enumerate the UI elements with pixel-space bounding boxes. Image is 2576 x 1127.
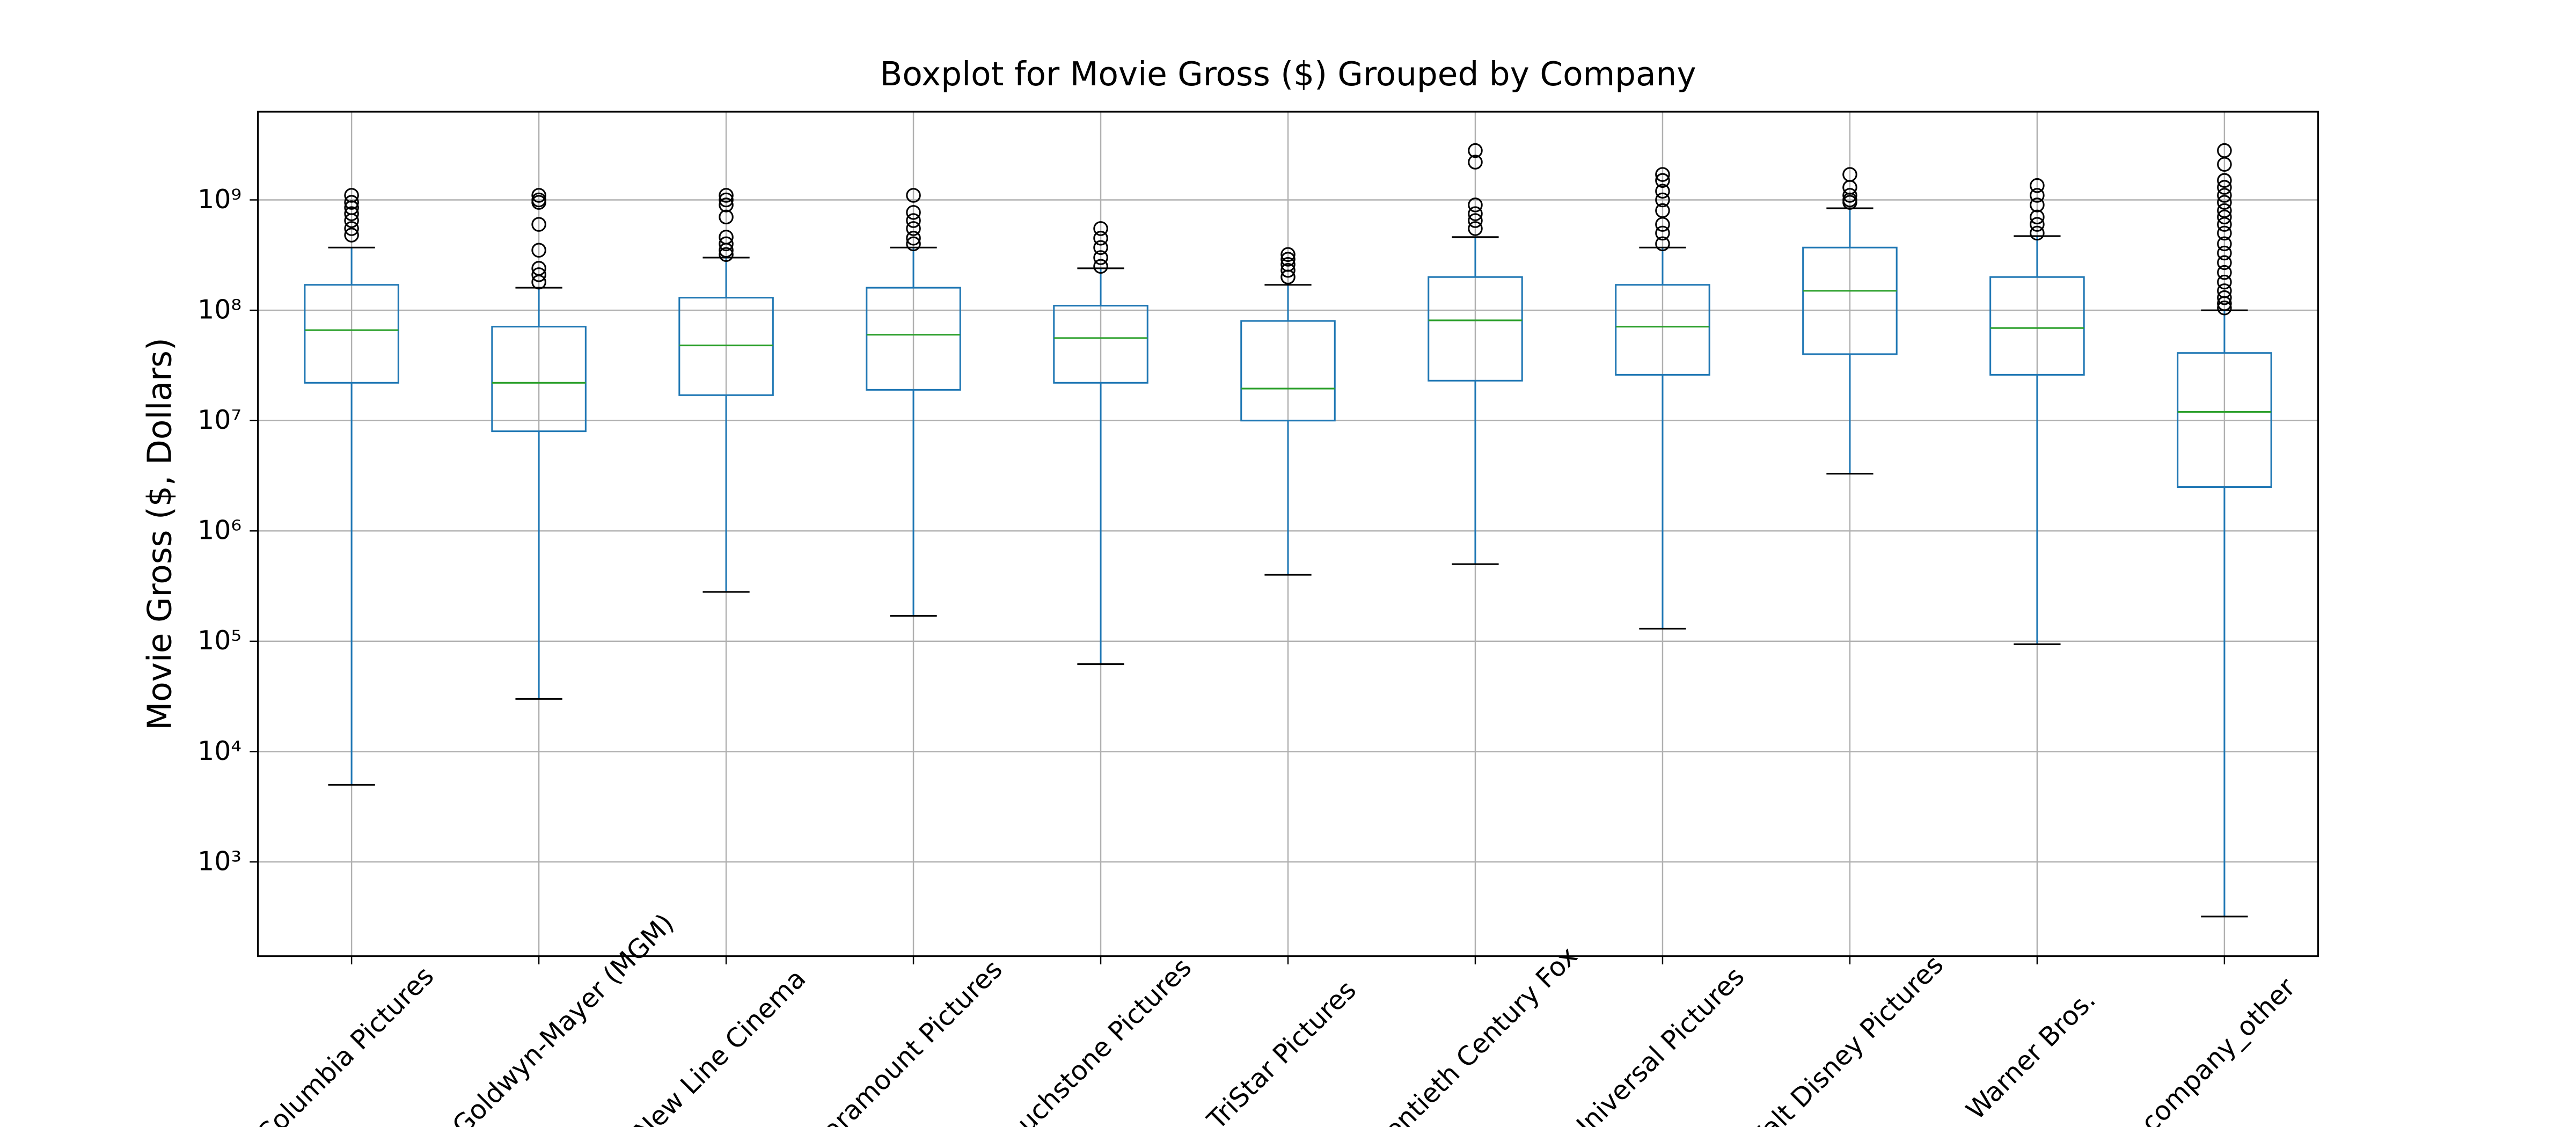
flier <box>2217 195 2232 210</box>
flier <box>1280 247 1296 262</box>
flier <box>906 221 921 236</box>
flier <box>1468 155 1483 170</box>
flier <box>1280 262 1296 278</box>
box <box>491 326 587 433</box>
y-tick-label: 10⁷ <box>197 405 241 435</box>
flier <box>1655 192 1670 208</box>
flier <box>1842 188 1857 203</box>
flier <box>531 217 546 232</box>
flier <box>344 221 359 236</box>
flier <box>344 228 359 243</box>
flier <box>1468 213 1483 228</box>
flier <box>1655 173 1670 188</box>
flier <box>2030 178 2045 193</box>
flier <box>344 206 359 221</box>
flier <box>531 267 546 282</box>
flier <box>719 243 734 258</box>
flier <box>1093 259 1108 274</box>
flier <box>1468 206 1483 221</box>
y-axis-label: Movie Gross ($, Dollars) <box>141 338 179 730</box>
flier <box>906 205 921 220</box>
flier <box>719 192 734 208</box>
flier <box>1093 240 1108 255</box>
y-tick-label: 10³ <box>197 846 241 876</box>
flier <box>2030 209 2045 225</box>
flier <box>1655 167 1670 182</box>
flier <box>2217 265 2232 280</box>
flier <box>906 188 921 203</box>
box <box>304 284 399 384</box>
flier <box>719 197 734 213</box>
box <box>1053 305 1148 384</box>
y-tick-label: 10⁸ <box>197 294 241 325</box>
box <box>866 287 961 391</box>
flier <box>1093 250 1108 265</box>
flier <box>2217 173 2232 188</box>
flier <box>531 195 546 210</box>
y-tick-label: 10⁹ <box>197 184 241 215</box>
plot-frame <box>257 111 2319 957</box>
y-tick-label: 10⁵ <box>197 625 241 656</box>
flier <box>2217 236 2232 252</box>
flier <box>531 243 546 258</box>
flier <box>2217 296 2232 311</box>
flier <box>906 213 921 228</box>
flier <box>2217 300 2232 316</box>
flier <box>2217 225 2232 241</box>
flier <box>719 188 734 203</box>
flier <box>1468 143 1483 158</box>
y-tick-label: 10⁴ <box>197 736 241 766</box>
flier <box>1468 221 1483 236</box>
y-tick-label: 10⁶ <box>197 515 241 546</box>
flier <box>2030 217 2045 232</box>
flier <box>1468 197 1483 213</box>
flier <box>719 209 734 225</box>
flier <box>1280 252 1296 267</box>
flier <box>2217 274 2232 290</box>
flier <box>2217 217 2232 232</box>
flier <box>906 231 921 246</box>
flier <box>719 247 734 262</box>
flier <box>1093 221 1108 236</box>
flier <box>1655 217 1670 232</box>
flier <box>1655 184 1670 199</box>
box <box>2177 352 2272 488</box>
box <box>1428 276 1523 382</box>
flier <box>1093 231 1108 246</box>
box <box>1989 276 2085 376</box>
flier <box>531 274 546 290</box>
flier <box>1280 269 1296 284</box>
flier <box>1655 225 1670 241</box>
flier <box>719 236 734 252</box>
flier <box>2217 290 2232 305</box>
flier <box>2217 255 2232 270</box>
flier <box>2217 245 2232 261</box>
box <box>1615 284 1710 376</box>
flier <box>2217 180 2232 195</box>
flier <box>344 213 359 228</box>
flier <box>531 188 546 203</box>
flier <box>2030 225 2045 241</box>
box <box>678 297 774 396</box>
flier <box>2217 209 2232 225</box>
flier <box>2030 188 2045 203</box>
flier <box>906 236 921 252</box>
flier <box>2030 197 2045 213</box>
flier <box>2217 188 2232 203</box>
chart-title: Boxplot for Movie Gross ($) Grouped by C… <box>880 55 1696 93</box>
box <box>1240 320 1336 422</box>
flier <box>344 195 359 210</box>
box <box>1802 246 1898 355</box>
flier <box>2217 157 2232 172</box>
flier <box>1842 195 1857 210</box>
flier <box>1655 236 1670 252</box>
